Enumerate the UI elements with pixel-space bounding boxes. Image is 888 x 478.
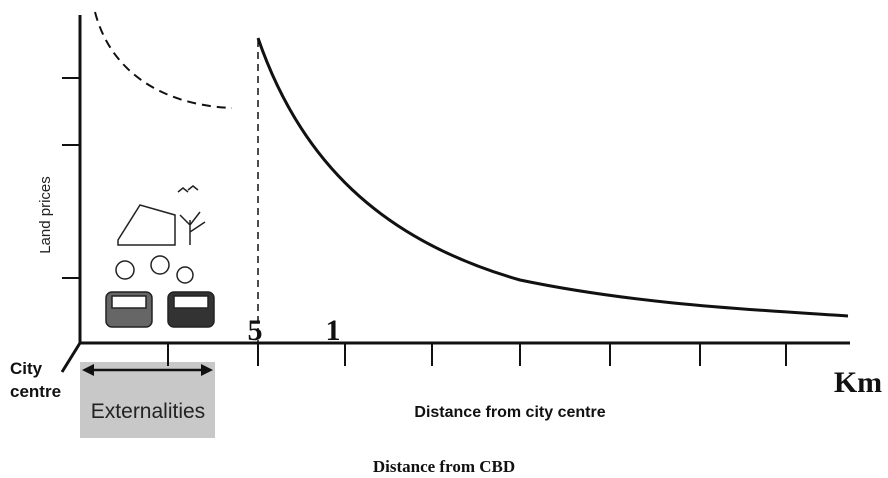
birds-icon	[177, 185, 199, 193]
zone-label: Externalities	[91, 400, 205, 423]
externality-icons	[105, 185, 215, 328]
y-axis-label: Land prices	[37, 176, 54, 254]
origin-label: centre	[10, 382, 61, 401]
tree-icon	[179, 211, 206, 245]
externalities-arrow	[82, 364, 213, 376]
axes	[60, 15, 850, 373]
marker-label: 5	[248, 314, 263, 347]
x-axis-label: Distance from city centre	[414, 404, 605, 421]
y-ticks	[62, 77, 80, 279]
origin-stub	[60, 342, 82, 373]
house-icon	[117, 204, 176, 246]
unit-label: Km	[834, 366, 882, 399]
externalities-zone	[80, 362, 215, 438]
land-price-curve	[256, 37, 849, 318]
origin-label: City	[10, 359, 43, 378]
x-ticks	[167, 343, 787, 366]
marker-label: 1	[326, 314, 341, 347]
dashed-curve	[94, 11, 233, 109]
caption: Distance from CBD	[373, 457, 515, 476]
